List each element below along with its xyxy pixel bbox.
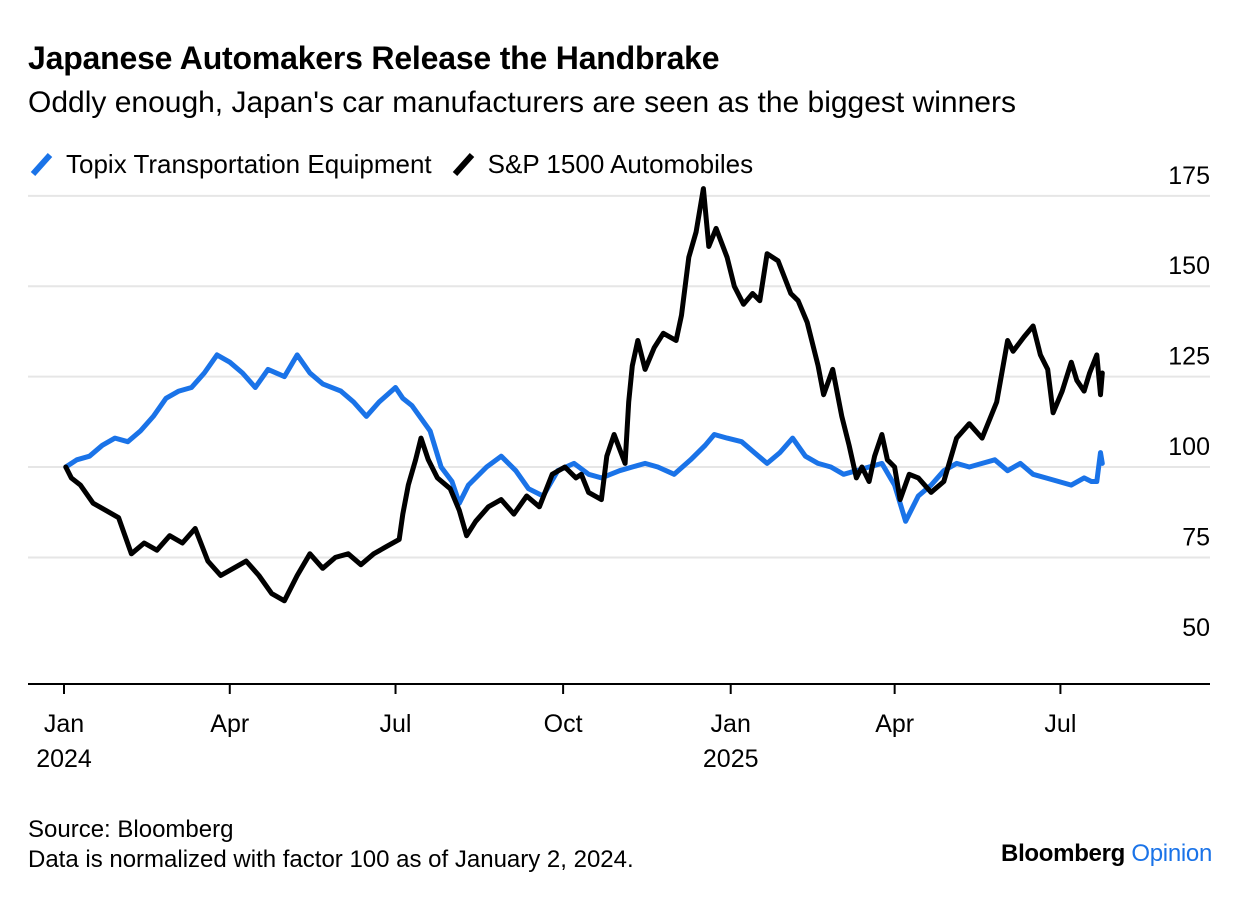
x-tick-label-5: Apr <box>875 710 914 738</box>
series-line-sp1500 <box>66 189 1103 601</box>
x-tick-label-6: Jul <box>1044 710 1076 738</box>
normalization-note: Data is normalized with factor 100 as of… <box>28 845 634 875</box>
x-tick-year-4: 2025 <box>703 745 759 773</box>
y-tick-label-75: 75 <box>1182 523 1210 551</box>
line-chart: 50 75 100 125 150 175 Jan 2024 Apr Jul Oct Jan 2025 A… <box>0 0 1240 800</box>
x-tick-label-0: Jan <box>44 710 84 738</box>
brand-logo: Bloomberg Opinion <box>1001 840 1212 868</box>
source-note: Source: Bloomberg <box>28 815 634 845</box>
brand-product: Opinion <box>1131 840 1212 867</box>
x-tick-label-1: Apr <box>210 710 249 738</box>
x-tick-label-4: Jan <box>711 710 751 738</box>
y-tick-label-100: 100 <box>1168 433 1210 461</box>
y-tick-label-175: 175 <box>1168 162 1210 190</box>
x-tick-label-3: Oct <box>544 710 583 738</box>
footer: Source: Bloomberg Data is normalized wit… <box>28 815 634 875</box>
y-tick-label-50: 50 <box>1182 614 1210 642</box>
y-tick-label-125: 125 <box>1168 343 1210 371</box>
x-tick-year-0: 2024 <box>36 745 92 773</box>
x-tick-label-2: Jul <box>380 710 412 738</box>
brand-name: Bloomberg <box>1001 840 1125 867</box>
series-line-topix <box>66 355 1103 521</box>
y-tick-label-150: 150 <box>1168 252 1210 280</box>
